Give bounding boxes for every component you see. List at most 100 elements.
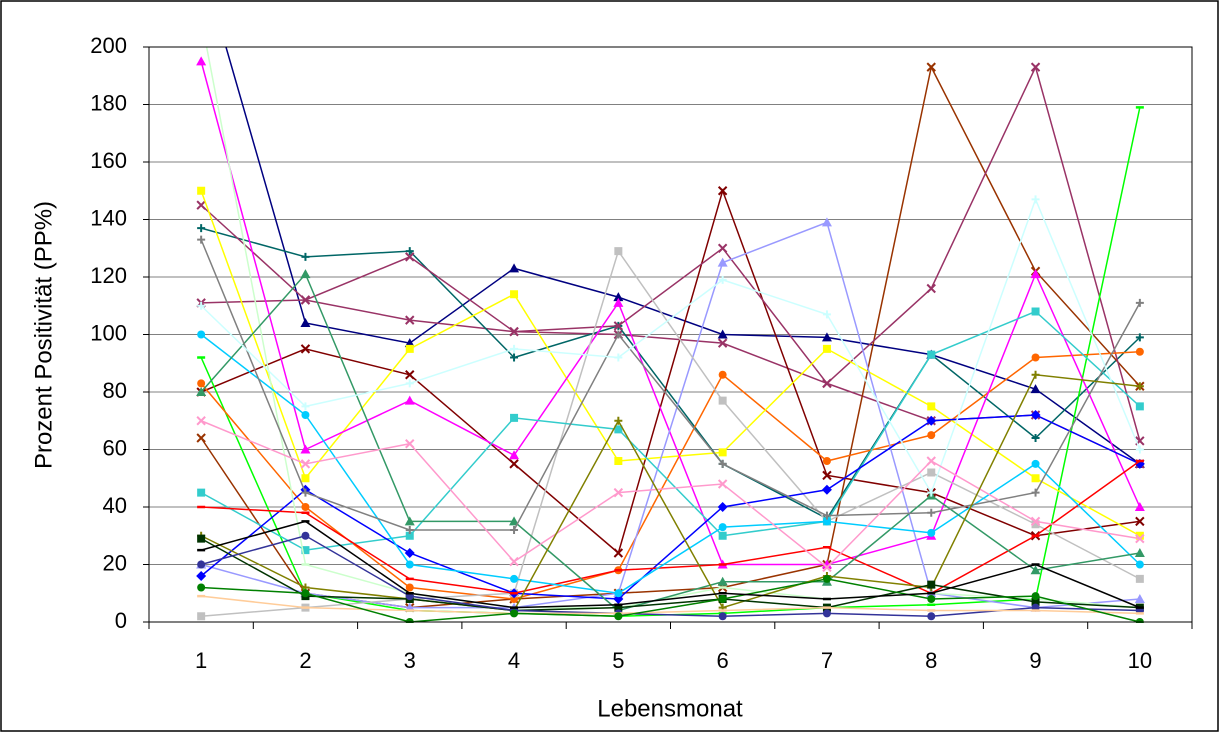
series-line xyxy=(225,47,1141,465)
series-line xyxy=(200,272,1140,612)
point xyxy=(926,456,936,466)
point xyxy=(821,217,832,227)
point xyxy=(1134,502,1145,511)
point xyxy=(509,516,520,526)
point xyxy=(927,350,936,359)
point xyxy=(822,511,831,520)
point xyxy=(614,612,623,621)
point xyxy=(1030,269,1041,279)
series-line xyxy=(200,414,1141,600)
point xyxy=(404,548,415,558)
point xyxy=(1135,347,1144,356)
point xyxy=(300,344,311,354)
point xyxy=(717,338,728,348)
x-tick-label: 6 xyxy=(717,648,729,673)
point xyxy=(300,459,311,469)
point xyxy=(927,431,936,440)
series-line xyxy=(200,239,1141,531)
series-line xyxy=(201,595,1140,615)
point xyxy=(197,534,206,543)
x-axis-title: Lebensmonat xyxy=(597,695,743,722)
series-line xyxy=(200,373,1140,612)
point xyxy=(1031,488,1040,497)
point xyxy=(197,379,206,388)
x-tick-label: 2 xyxy=(299,648,311,673)
point xyxy=(404,395,415,405)
point xyxy=(301,589,310,598)
y-tick-label: 120 xyxy=(90,263,127,288)
point xyxy=(614,353,623,362)
series-line xyxy=(200,188,1140,555)
point xyxy=(1030,410,1041,420)
point xyxy=(300,269,311,279)
point xyxy=(301,488,310,497)
point xyxy=(1030,565,1041,575)
x-tick-label: 5 xyxy=(612,648,624,673)
point xyxy=(301,546,310,555)
y-tick-label: 140 xyxy=(90,205,127,230)
point xyxy=(197,186,206,195)
point xyxy=(1031,353,1040,362)
point xyxy=(196,416,206,426)
series-line xyxy=(200,333,1141,595)
point xyxy=(301,474,310,483)
point xyxy=(614,416,623,425)
point xyxy=(1135,560,1144,569)
point xyxy=(614,589,623,598)
point xyxy=(822,457,831,465)
point xyxy=(718,459,727,468)
point xyxy=(197,330,206,339)
series-line xyxy=(200,221,1140,609)
point xyxy=(718,396,727,405)
point xyxy=(926,283,936,294)
series-line xyxy=(200,351,1140,600)
point xyxy=(1030,516,1041,527)
point xyxy=(613,292,624,302)
point xyxy=(301,531,310,540)
point xyxy=(822,378,832,389)
y-tick-label: 160 xyxy=(90,148,127,173)
point xyxy=(718,275,727,284)
point xyxy=(509,450,520,460)
series-line xyxy=(200,537,1140,612)
point xyxy=(1135,402,1144,411)
point xyxy=(717,186,728,196)
y-tick-label: 20 xyxy=(103,550,127,575)
point xyxy=(196,56,207,66)
point xyxy=(509,326,519,337)
point xyxy=(405,252,415,262)
point xyxy=(927,528,936,537)
x-tick-label: 9 xyxy=(1029,648,1041,673)
y-tick-label: 80 xyxy=(103,378,127,403)
point xyxy=(822,344,831,353)
point xyxy=(717,479,728,489)
point xyxy=(405,531,414,540)
point xyxy=(822,517,831,526)
point xyxy=(197,235,206,244)
series-line xyxy=(200,190,1141,537)
point xyxy=(197,224,206,233)
point xyxy=(301,252,310,261)
point xyxy=(197,301,206,310)
point xyxy=(1135,445,1144,454)
point xyxy=(301,411,310,419)
point xyxy=(613,321,624,331)
x-tick-label: 10 xyxy=(1128,648,1152,673)
series-line xyxy=(200,420,1140,569)
y-tick-label: 200 xyxy=(90,33,127,58)
point xyxy=(510,413,519,422)
series-line xyxy=(200,64,1141,442)
point xyxy=(1031,459,1040,468)
point xyxy=(1135,533,1145,544)
point xyxy=(927,488,936,497)
y-tick-label: 60 xyxy=(103,435,127,460)
point xyxy=(821,332,832,342)
point xyxy=(1031,474,1040,483)
point xyxy=(822,609,831,618)
point xyxy=(405,247,414,256)
point xyxy=(196,200,206,210)
point xyxy=(613,548,624,558)
point xyxy=(405,344,414,353)
point xyxy=(405,583,414,592)
